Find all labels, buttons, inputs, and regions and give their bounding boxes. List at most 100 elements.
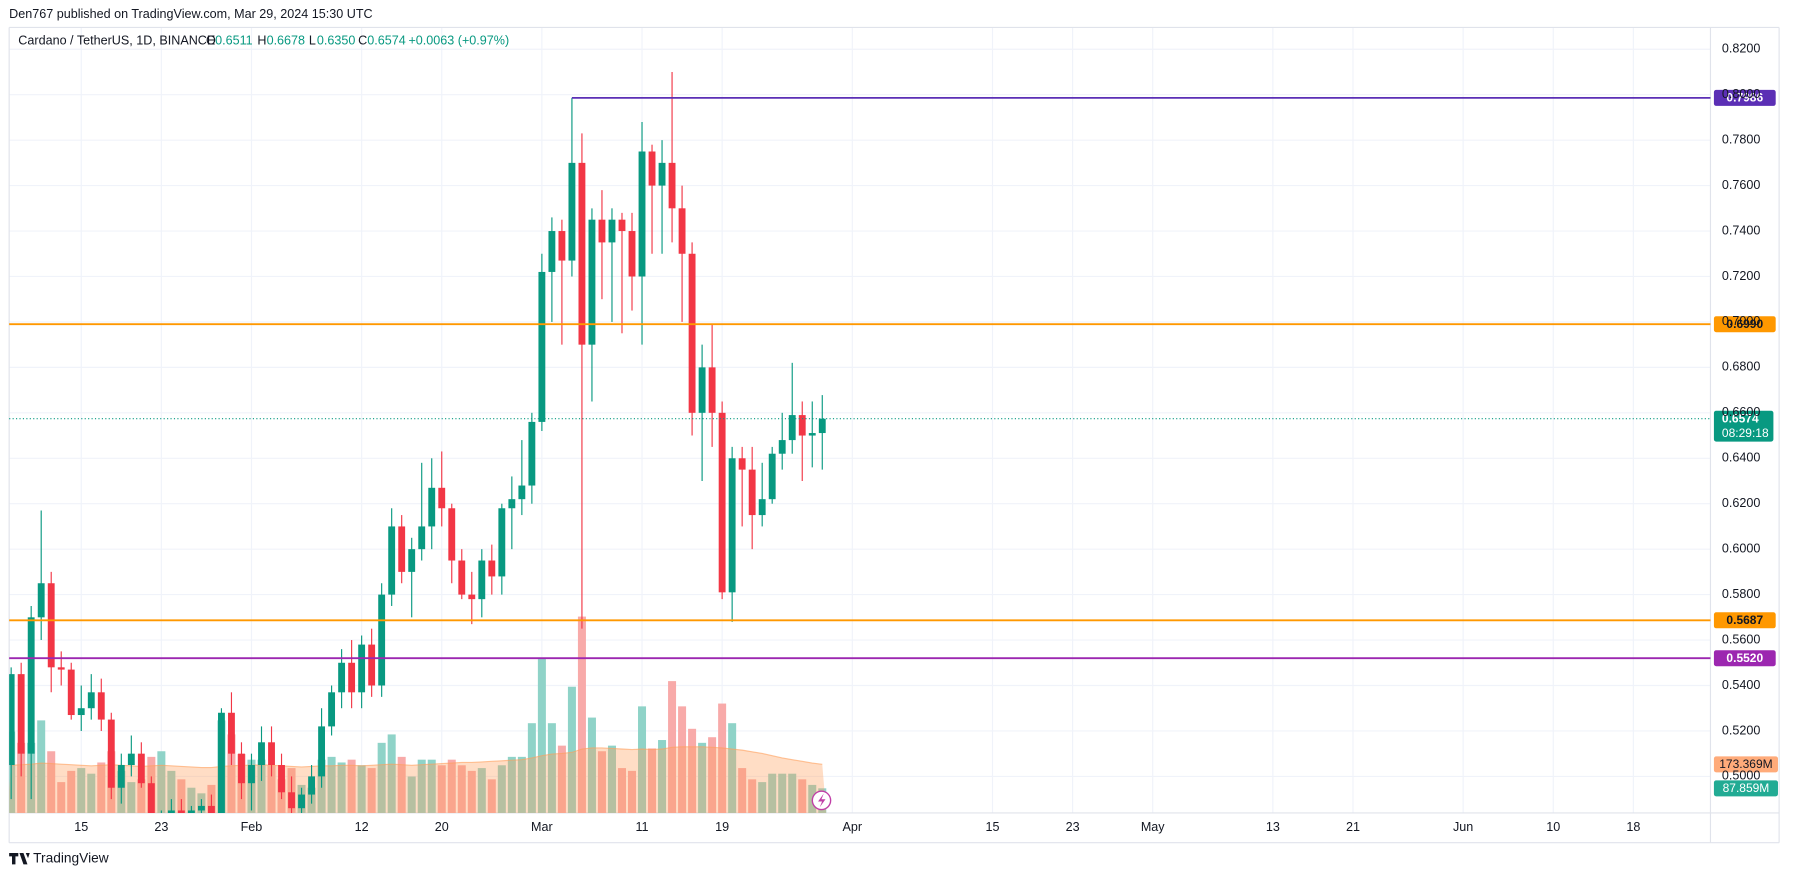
volume-bar: [137, 779, 146, 813]
candle-body: [328, 692, 336, 727]
candle-body: [27, 617, 35, 754]
replay-bolt[interactable]: [818, 793, 826, 808]
volume-bar: [607, 745, 616, 813]
volume-ma-area: [11, 746, 823, 769]
close-value: 0.6574: [367, 33, 405, 47]
volume-bar: [267, 765, 276, 813]
volume-bar: [788, 773, 797, 813]
low-key: L: [309, 33, 316, 47]
volume-bar: [397, 756, 406, 813]
footer-brand: TradingView: [33, 850, 109, 865]
volume-bar: [347, 759, 356, 813]
y-tick-label: 0.5400: [1722, 678, 1760, 692]
candles: [9, 71, 826, 813]
volume-bar: [87, 773, 96, 813]
candle-body: [568, 162, 576, 261]
candle-body: [688, 253, 696, 413]
last-price-badge: [1713, 410, 1774, 442]
volume-bar: [698, 742, 707, 813]
x-tick-label: Mar: [531, 820, 553, 834]
volume-bar: [648, 748, 657, 813]
candle-body: [478, 560, 486, 600]
volume-bar: [638, 706, 647, 813]
candle-body: [127, 753, 135, 766]
y-tick-label: 0.5000: [1722, 769, 1760, 783]
candle-body: [368, 644, 376, 686]
volume-badge: [1713, 780, 1778, 797]
volume-bar: [157, 751, 166, 813]
candle-body: [117, 765, 125, 788]
candle-body: [798, 415, 806, 436]
x-tick-label: 15: [985, 820, 999, 834]
volume-bar: [407, 776, 416, 813]
level-label: 0.7986: [1726, 91, 1763, 105]
volume-bar: [718, 703, 727, 813]
footer: TradingView: [9, 850, 109, 865]
volume-bar: [658, 740, 667, 813]
volume-bar: [678, 706, 687, 813]
candle-body: [588, 219, 596, 345]
volume-bar: [507, 756, 516, 813]
candle-body: [167, 810, 175, 813]
candle-body: [708, 367, 716, 413]
volume-bar: [377, 742, 386, 813]
candle-body: [718, 412, 726, 593]
candle-body: [468, 594, 476, 600]
level-badge: [1713, 612, 1776, 629]
y-tick-label: 0.6800: [1722, 360, 1760, 374]
volume-bar: [768, 773, 777, 813]
candle-body: [558, 231, 566, 261]
candle-body: [17, 674, 25, 754]
volume-bar: [357, 765, 366, 813]
candle-body: [498, 508, 506, 577]
candle-body: [177, 810, 185, 813]
volume-bar: [617, 768, 626, 813]
volume-bar: [387, 734, 396, 813]
volume-bar: [417, 759, 426, 813]
y-tick-label: 0.5600: [1722, 632, 1760, 646]
candle-body: [388, 526, 396, 595]
candle-body: [398, 526, 406, 572]
candle-body: [87, 692, 95, 709]
candle-body: [528, 421, 536, 486]
candle-body: [77, 708, 85, 716]
axes: 0.5000 0.5200 0.5400 0.5600 0.5800 0.6000 0.62…: [74, 42, 1760, 835]
candle-body: [768, 453, 776, 500]
volume-bar: [167, 770, 176, 813]
change: +0.0063 (+0.97%): [408, 33, 509, 47]
x-tick-label: May: [1141, 820, 1165, 834]
y-tick-label: 0.7800: [1722, 132, 1760, 146]
y-tick-label: 0.5200: [1722, 723, 1760, 737]
candle-body: [618, 219, 626, 232]
candle-body: [228, 712, 235, 754]
volume-badge: [1713, 756, 1778, 773]
candle-body: [758, 499, 766, 516]
candle-body: [668, 162, 676, 209]
candle-body: [438, 487, 446, 509]
y-tick-label: 0.7200: [1722, 269, 1760, 283]
candle-body: [638, 151, 646, 277]
countdown: 08:29:18: [1722, 426, 1769, 440]
replay-icon[interactable]: [811, 790, 832, 811]
volume-bar: [627, 770, 637, 813]
candle-body: [698, 367, 706, 413]
candle-body: [538, 271, 546, 422]
candle-body: [338, 662, 346, 693]
volume-bar: [187, 787, 196, 813]
level-badge: [1713, 316, 1776, 333]
volume-bar: [97, 762, 106, 813]
x-tick-label: 20: [435, 820, 449, 834]
y-tick-label: 0.7000: [1722, 314, 1760, 328]
volume-bar: [67, 770, 76, 813]
volume-bar: [9, 731, 16, 813]
candle-body: [9, 674, 15, 766]
candle-body: [788, 415, 796, 441]
symbol: Cardano / TetherUS, 1D, BINANCE: [18, 33, 215, 47]
x-tick-label: 18: [1626, 820, 1640, 834]
x-tick-label: 15: [74, 820, 88, 834]
level-label: 0.5687: [1726, 613, 1763, 627]
candle-body: [598, 219, 606, 243]
candle-body: [488, 560, 496, 577]
candle-body: [57, 667, 65, 670]
